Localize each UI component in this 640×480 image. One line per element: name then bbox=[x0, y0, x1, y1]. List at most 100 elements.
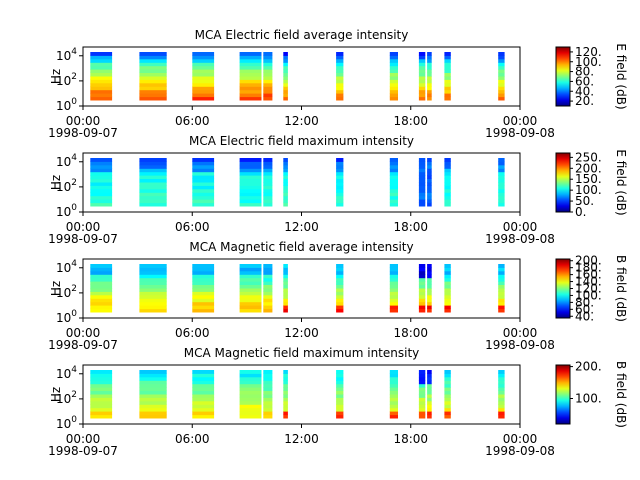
spectrogram-cell bbox=[427, 274, 432, 279]
panel-3: MCA Magnetic field average intensity 100 1… bbox=[48, 240, 628, 352]
spectrogram-cell bbox=[444, 370, 451, 374]
spectrogram-cell bbox=[239, 407, 262, 412]
spectrogram-cell bbox=[239, 380, 262, 385]
x-tick-label: 18:00 bbox=[393, 114, 428, 128]
spectrogram-cell bbox=[283, 387, 288, 391]
spectrogram-cell bbox=[90, 404, 113, 409]
spectrogram-cell bbox=[418, 164, 426, 169]
data-block bbox=[444, 264, 451, 313]
spectrogram-cell bbox=[139, 390, 167, 395]
spectrogram-cell bbox=[90, 164, 113, 169]
spectrogram-cell bbox=[90, 400, 113, 405]
spectrogram-cell bbox=[418, 58, 426, 63]
spectrogram-cell bbox=[283, 270, 288, 275]
spectrogram-cell bbox=[389, 373, 398, 378]
spectrogram-cell bbox=[192, 294, 215, 299]
spectrogram-cell bbox=[239, 72, 262, 77]
spectrogram-cell bbox=[336, 58, 344, 63]
spectrogram-cell bbox=[239, 394, 262, 398]
spectrogram-cell bbox=[192, 383, 215, 388]
spectrogram-cell bbox=[336, 164, 344, 169]
spectrogram-cell bbox=[90, 89, 113, 94]
colorbar-tick-label: 200. bbox=[575, 254, 602, 268]
colorbar-tick-label: 200. bbox=[575, 161, 602, 175]
spectrogram-cell bbox=[498, 284, 505, 289]
spectrogram-cell bbox=[418, 69, 426, 73]
spectrogram-cell bbox=[498, 72, 505, 77]
spectrogram-cell bbox=[139, 182, 167, 186]
spectrogram-cell bbox=[389, 277, 398, 282]
spectrogram-cell bbox=[418, 414, 426, 419]
spectrogram-cell bbox=[418, 400, 426, 405]
spectrogram-cell bbox=[239, 195, 262, 200]
spectrogram-cell bbox=[283, 407, 288, 412]
spectrogram-cell bbox=[389, 394, 398, 398]
spectrogram-cell bbox=[90, 383, 113, 388]
spectrogram-cell bbox=[263, 305, 273, 310]
spectrogram-cell bbox=[283, 79, 288, 84]
spectrogram-cell bbox=[239, 178, 262, 183]
spectrogram-cell bbox=[444, 52, 451, 56]
spectrogram-cell bbox=[192, 373, 215, 378]
spectrogram-cell bbox=[498, 380, 505, 385]
x-tick-label: 12:00 bbox=[284, 326, 319, 340]
spectrogram-cell bbox=[336, 86, 344, 91]
spectrogram-cell bbox=[263, 72, 273, 77]
spectrogram-cell bbox=[90, 288, 113, 292]
spectrogram-cell bbox=[283, 294, 288, 299]
spectrogram-cell bbox=[389, 298, 398, 303]
spectrogram-cell bbox=[444, 86, 451, 91]
spectrogram-cell bbox=[239, 58, 262, 63]
spectrogram-cell bbox=[239, 305, 262, 310]
spectrogram-cell bbox=[444, 89, 451, 94]
spectrogram-cell bbox=[283, 82, 288, 87]
spectrogram-cell bbox=[444, 291, 451, 296]
colorbar-tick-label: 80. bbox=[575, 295, 594, 309]
spectrogram-cell bbox=[139, 96, 167, 101]
spectrogram-cell bbox=[139, 89, 167, 94]
spectrogram-cell bbox=[498, 390, 505, 395]
colorbar-tick-label: 20. bbox=[575, 94, 594, 108]
spectrogram-cell bbox=[139, 52, 167, 56]
spectrogram-cell bbox=[263, 62, 273, 67]
spectrogram-cell bbox=[139, 192, 167, 197]
spectrogram-cell bbox=[418, 178, 426, 183]
x-tick-label: 06:00 bbox=[175, 326, 210, 340]
spectrogram-cell bbox=[389, 376, 398, 381]
spectrogram-cell bbox=[444, 188, 451, 193]
spectrogram-cell bbox=[263, 55, 273, 60]
spectrogram-cell bbox=[498, 294, 505, 299]
spectrogram-cell bbox=[90, 76, 113, 80]
spectrogram-cell bbox=[418, 185, 426, 190]
spectrogram-cell bbox=[444, 281, 451, 285]
spectrogram-cell bbox=[192, 158, 215, 162]
spectrogram-cell bbox=[498, 400, 505, 405]
data-block bbox=[90, 264, 113, 313]
spectrogram-cell bbox=[498, 52, 505, 56]
colorbar-label: B field (dB) bbox=[614, 255, 628, 322]
spectrogram-cell bbox=[283, 301, 288, 306]
spectrogram-cell bbox=[444, 164, 451, 169]
panel-title: MCA Electric field maximum intensity bbox=[189, 134, 414, 148]
data-block bbox=[498, 158, 505, 207]
data-block bbox=[239, 158, 262, 207]
data-block bbox=[336, 52, 344, 101]
spectrogram-cell bbox=[389, 264, 398, 268]
spectrogram-cell bbox=[389, 72, 398, 77]
spectrogram-cell bbox=[139, 171, 167, 176]
spectrogram-cell bbox=[498, 86, 505, 91]
spectrogram-cell bbox=[239, 288, 262, 292]
spectrogram-cell bbox=[427, 164, 432, 169]
spectrogram-cell bbox=[418, 373, 426, 378]
spectrogram-cell bbox=[389, 58, 398, 63]
spectrogram-cell bbox=[336, 298, 344, 303]
spectrogram-cell bbox=[239, 65, 262, 70]
spectrogram-cell bbox=[418, 82, 426, 87]
x-tick-label: 12:00 bbox=[284, 220, 319, 234]
spectrogram-cell bbox=[336, 390, 344, 395]
spectrogram-cell bbox=[336, 411, 344, 416]
x-tick-label: 00:00 bbox=[66, 432, 101, 446]
spectrogram-cell bbox=[263, 294, 273, 299]
data-block bbox=[498, 52, 505, 101]
spectrogram-cell bbox=[263, 397, 273, 402]
